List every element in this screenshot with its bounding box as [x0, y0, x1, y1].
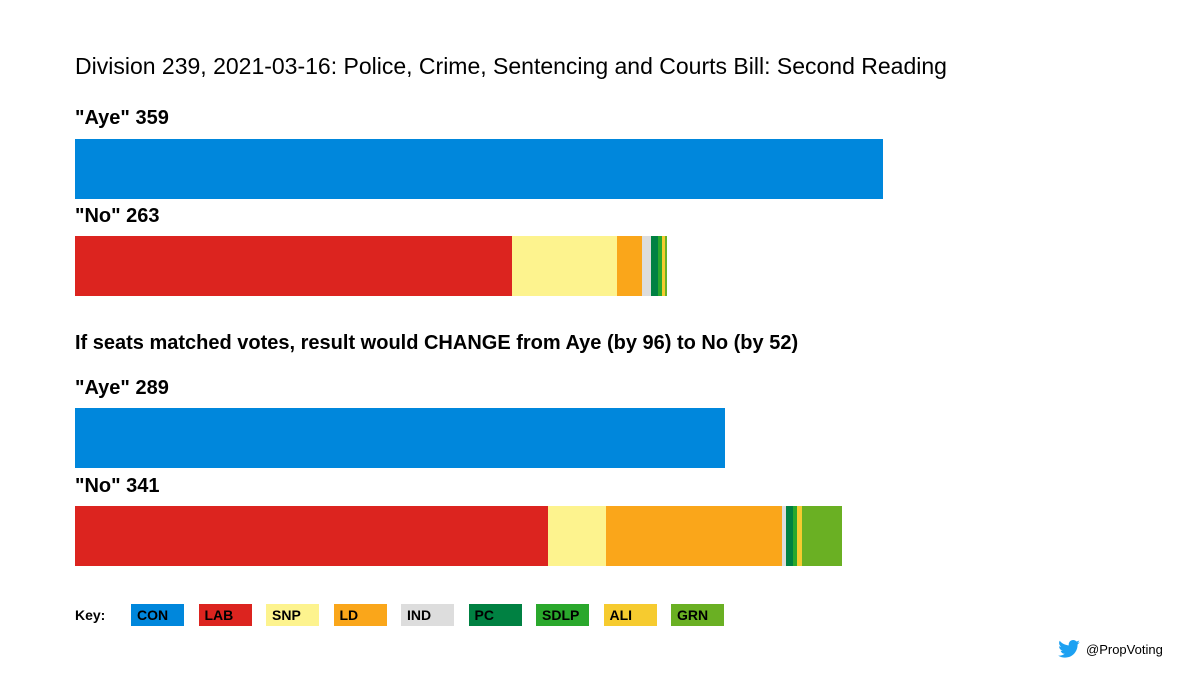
segment-proportional-no-grn: [801, 506, 843, 566]
twitter-bird-icon: [1058, 640, 1080, 658]
segment-actual-no-grn: [664, 236, 667, 296]
segment-proportional-no-ind: [781, 506, 787, 566]
segment-actual-no-pc: [651, 236, 658, 296]
chart-title: Division 239, 2021-03-16: Police, Crime,…: [75, 53, 947, 79]
segment-actual-no-lab: [75, 236, 512, 296]
legend-item-grn: GRN: [671, 604, 724, 626]
segment-proportional-no-ld: [606, 506, 782, 566]
segment-actual-no-ali: [662, 236, 665, 296]
chart-subtitle: If seats matched votes, result would CHA…: [75, 332, 799, 354]
segment-proportional-no-pc: [786, 506, 793, 566]
legend-item-lab: LAB: [198, 604, 252, 626]
segment-proportional-no-lab: [75, 506, 548, 566]
proportional-no-label: "No" 341: [75, 475, 160, 497]
legend-item-ali: ALI: [603, 604, 657, 626]
credit: @PropVoting: [1058, 639, 1163, 659]
legend-item-snp: SNP: [266, 604, 319, 626]
segment-proportional-no-sdlp: [792, 506, 798, 566]
segment-actual-no-ld: [617, 236, 643, 296]
legend-item-ind: IND: [401, 604, 454, 626]
legend-item-pc: PC: [468, 604, 522, 626]
proportional-aye-bar: [75, 408, 726, 468]
segment-proportional-no-ali: [797, 506, 802, 566]
credit-handle: @PropVoting: [1086, 641, 1163, 657]
legend-item-con: CON: [131, 604, 184, 626]
legend-item-ld: LD: [333, 604, 387, 626]
segment-actual-no-sdlp: [657, 236, 663, 296]
segment-actual-no-ind: [642, 236, 652, 296]
segment-actual-aye-con: [75, 139, 883, 199]
actual-aye-label: "Aye" 359: [75, 107, 169, 129]
segment-proportional-no-snp: [547, 506, 607, 566]
actual-aye-bar: [75, 139, 883, 199]
key-label: Key:: [75, 607, 106, 623]
proportional-aye-label: "Aye" 289: [75, 377, 169, 399]
actual-no-label: "No" 263: [75, 205, 160, 227]
legend-item-sdlp: SDLP: [536, 604, 589, 626]
proportional-no-bar: [75, 506, 843, 566]
segment-proportional-aye-con: [75, 408, 726, 468]
actual-no-bar: [75, 236, 667, 296]
segment-actual-no-snp: [511, 236, 618, 296]
